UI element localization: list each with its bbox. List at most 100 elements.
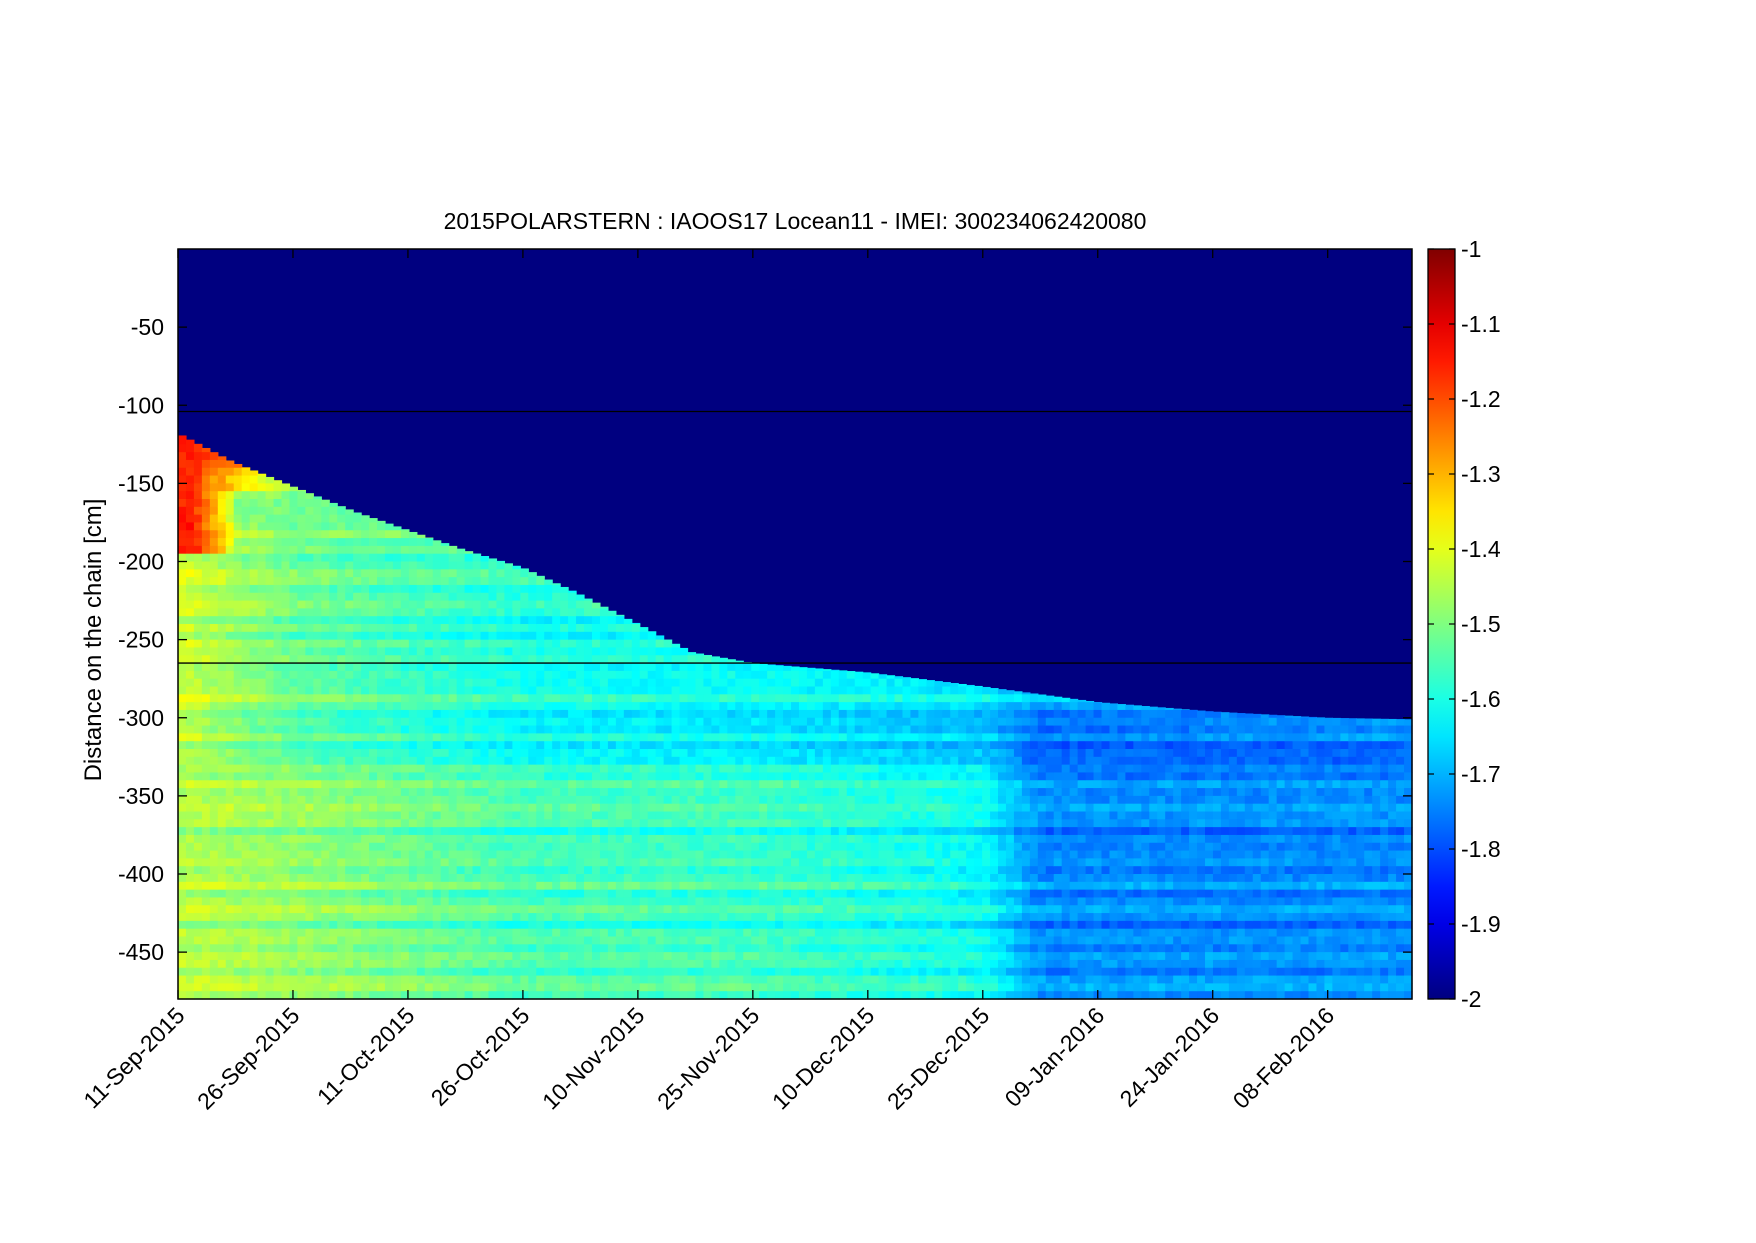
heatmap-cell: [440, 678, 450, 688]
heatmap-cell: [512, 827, 521, 836]
heatmap-cell: [432, 834, 442, 844]
heatmap-cell: [400, 529, 410, 531]
heatmap-cell: [520, 952, 529, 961]
heatmap-cell: [193, 850, 203, 859]
heatmap-cell: [568, 858, 577, 867]
heatmap-cell: [639, 725, 649, 734]
heatmap-cell: [377, 553, 386, 563]
heatmap-cell: [456, 928, 466, 938]
heatmap-cell: [233, 913, 243, 922]
heatmap-cell: [178, 631, 187, 641]
heatmap-cell: [369, 749, 378, 758]
heatmap-cell: [647, 811, 657, 820]
heatmap-cell: [448, 678, 458, 688]
heatmap-cell: [185, 811, 195, 820]
heatmap-cell: [281, 889, 291, 899]
heatmap-cell: [233, 842, 243, 852]
heatmap-cell: [878, 936, 888, 945]
heatmap-cell: [193, 686, 203, 695]
heatmap-cell: [361, 647, 370, 656]
heatmap-cell: [257, 959, 267, 969]
heatmap-cell: [512, 795, 521, 805]
heatmap-cell: [703, 889, 713, 899]
heatmap-cell: [735, 967, 744, 977]
heatmap-cell: [289, 866, 299, 875]
heatmap-cell: [576, 991, 585, 1000]
heatmap-cell: [615, 819, 625, 828]
heatmap-cell: [329, 983, 338, 992]
heatmap-cell: [321, 694, 330, 703]
heatmap-cell: [878, 975, 888, 984]
heatmap-cell: [743, 897, 752, 906]
heatmap-cell: [703, 975, 713, 984]
heatmap-cell: [719, 834, 728, 844]
heatmap-cell: [185, 967, 195, 977]
heatmap-cell: [806, 788, 816, 797]
heatmap-cell: [392, 592, 402, 602]
heatmap-cell: [178, 897, 187, 906]
heatmap-cell: [846, 671, 856, 680]
heatmap-cell: [345, 608, 354, 617]
heatmap-cell: [361, 538, 370, 547]
heatmap-cell: [631, 670, 641, 680]
heatmap-cell: [798, 725, 808, 734]
heatmap-cell: [647, 866, 657, 875]
heatmap-cell: [297, 678, 306, 688]
heatmap-cell: [297, 702, 306, 711]
heatmap-cell: [552, 780, 561, 789]
heatmap-cell: [576, 733, 585, 742]
heatmap-cell: [249, 991, 259, 1000]
heatmap-cell: [806, 858, 816, 867]
heatmap-cell: [217, 600, 227, 609]
heatmap-cell: [440, 842, 450, 852]
heatmap-cell: [408, 772, 418, 781]
heatmap-cell: [480, 834, 490, 844]
heatmap-cell: [536, 639, 545, 649]
heatmap-cell: [241, 967, 251, 977]
heatmap-cell: [337, 959, 346, 969]
heatmap-cell: [201, 920, 211, 930]
heatmap-cell: [791, 803, 800, 813]
heatmap-cell: [615, 788, 625, 797]
heatmap-cell: [440, 905, 450, 914]
heatmap-cell: [806, 670, 816, 680]
heatmap-cell: [615, 616, 625, 625]
heatmap-cell: [400, 545, 410, 555]
heatmap-cell: [329, 647, 338, 656]
heatmap-cell: [663, 647, 673, 656]
heatmap-cell: [329, 772, 338, 781]
heatmap-cell: [377, 639, 386, 649]
heatmap-cell: [552, 584, 561, 594]
heatmap-cell: [767, 664, 776, 672]
heatmap-cell: [830, 975, 840, 984]
heatmap-cell: [655, 834, 665, 844]
heatmap-cell: [711, 834, 720, 844]
heatmap-cell: [416, 686, 426, 695]
heatmap-cell: [576, 686, 585, 695]
heatmap-cell: [607, 610, 617, 617]
heatmap-cell: [687, 827, 697, 836]
heatmap-cell: [480, 717, 490, 727]
heatmap-cell: [384, 795, 394, 805]
heatmap-cell: [568, 756, 577, 766]
heatmap-cell: [408, 717, 418, 727]
heatmap-cell: [185, 545, 195, 555]
heatmap-cell: [671, 991, 681, 1000]
heatmap-cell: [217, 827, 227, 836]
heatmap-cell: [225, 741, 235, 750]
heatmap-cell: [639, 991, 649, 1000]
heatmap-cell: [249, 616, 259, 625]
heatmap-cell: [599, 913, 609, 922]
heatmap-cell: [329, 928, 338, 938]
heatmap-cell: [384, 631, 394, 641]
heatmap-cell: [217, 889, 227, 899]
heatmap-cell: [440, 827, 450, 836]
heatmap-cell: [321, 569, 330, 578]
heatmap-cell: [305, 928, 314, 938]
heatmap-cell: [193, 772, 203, 781]
heatmap-cell: [576, 858, 585, 867]
heatmap-cell: [193, 709, 203, 719]
heatmap-cell: [576, 928, 585, 938]
heatmap-cell: [313, 655, 322, 664]
heatmap-cell: [273, 506, 283, 516]
